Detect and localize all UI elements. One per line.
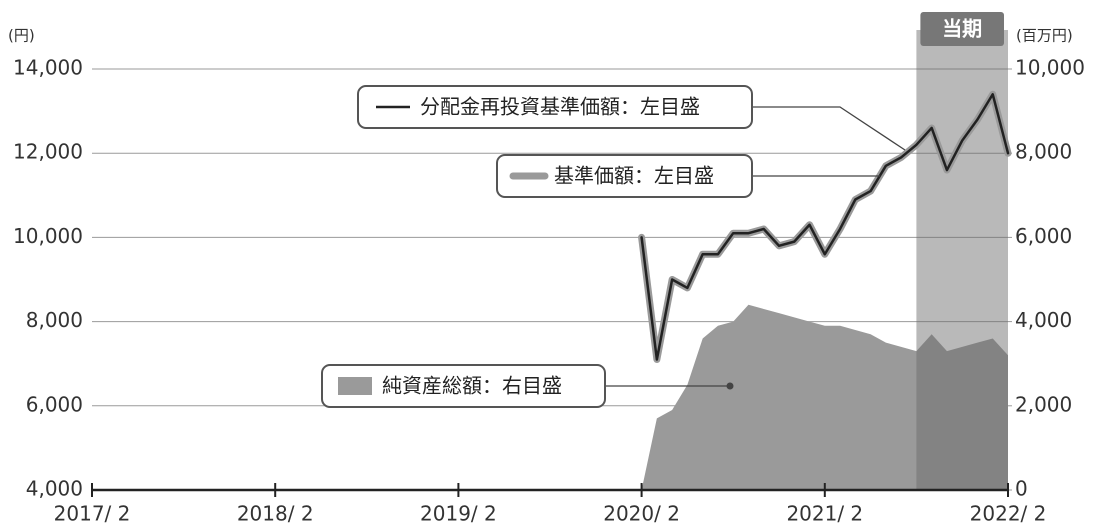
y2-tick-label: 2,000 bbox=[1015, 392, 1072, 416]
x-tick-label: 2021/ 2 bbox=[786, 502, 863, 526]
legend-label: 純資産総額：右目盛 bbox=[382, 374, 562, 398]
y-axis-label: (円) bbox=[8, 27, 35, 45]
legend-label: 基準価額：左目盛 bbox=[554, 164, 714, 188]
y2-tick-label: 10,000 bbox=[1015, 56, 1085, 80]
x-tick-label: 2017/ 2 bbox=[54, 502, 131, 526]
legend-box bbox=[357, 85, 753, 129]
y2-tick-label: 6,000 bbox=[1015, 224, 1072, 248]
legend-box bbox=[496, 154, 753, 198]
callout-line bbox=[752, 106, 906, 151]
net-assets-area bbox=[641, 304, 1008, 490]
x-tick-label: 2022/ 2 bbox=[970, 502, 1047, 526]
plot-layer bbox=[638, 30, 1012, 490]
legend: 分配金再投資基準価額：左目盛 基準価額：左目盛 純資産総額：右目盛 bbox=[321, 85, 906, 408]
y-tick-label: 14,000 bbox=[13, 56, 83, 80]
y-tick-label: 10,000 bbox=[13, 224, 83, 248]
period-label: 当期 bbox=[942, 17, 982, 41]
callout-dot bbox=[726, 382, 734, 390]
period-label-box bbox=[920, 12, 1004, 46]
y-tick-label: 4,000 bbox=[26, 477, 83, 501]
x-tick-label: 2019/ 2 bbox=[420, 502, 497, 526]
legend-label: 分配金再投資基準価額：左目盛 bbox=[420, 95, 700, 119]
x-tick-label: 2020/ 2 bbox=[603, 502, 680, 526]
y2-axis-label: (百万円) bbox=[1016, 27, 1073, 45]
y2-tick-label: 4,000 bbox=[1015, 308, 1072, 332]
y2-tick-label: 8,000 bbox=[1015, 140, 1072, 164]
legend-swatch bbox=[338, 377, 372, 395]
y-tick-label: 12,000 bbox=[13, 140, 83, 164]
y2-tick-label: 0 bbox=[1015, 477, 1028, 501]
x-tick-label: 2018/ 2 bbox=[237, 502, 314, 526]
price-line bbox=[640, 93, 1010, 361]
y-tick-label: 8,000 bbox=[26, 308, 83, 332]
legend-box bbox=[321, 364, 606, 408]
y-tick-label: 6,000 bbox=[26, 392, 83, 416]
